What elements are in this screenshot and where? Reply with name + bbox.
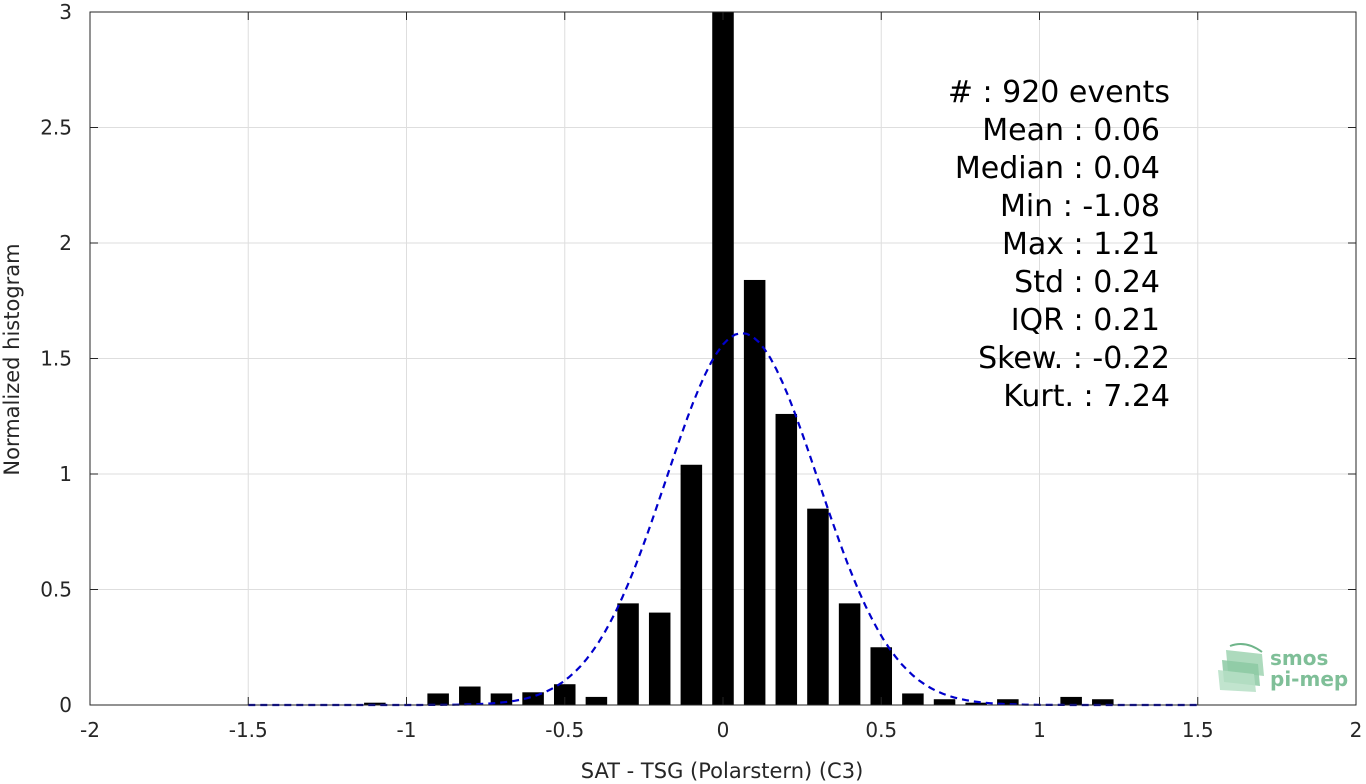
histogram-bar [775,413,798,705]
x-tick-label: -0.5 [545,718,584,742]
stats-box: # : 920 events Mean : 0.06 Median : 0.04… [948,75,1170,414]
smos-pi-mep-logo: smos pi-mep [1218,643,1348,692]
stat-min: Min : -1.08 [1000,189,1160,224]
stat-events: # : 920 events [948,75,1170,110]
histogram-bar [617,603,639,705]
stat-kurt: Kurt. : 7.24 [1003,379,1170,414]
y-tick-label: 2.5 [40,116,72,140]
histogram-bar [490,693,513,705]
stat-skew: Skew. : -0.22 [978,341,1170,376]
x-tick-label: -1 [397,718,417,742]
histogram-bar [743,279,766,705]
histogram-bar [680,464,703,705]
histogram-bar [648,612,671,705]
x-axis-label: SAT - TSG (Polarstern) (C3) [581,759,864,783]
histogram-bar [1060,696,1082,705]
y-tick-label: 3 [59,0,72,24]
histogram-bar [807,508,829,705]
stat-iqr: IQR : 0.21 [1011,303,1160,338]
y-tick-label: 0.5 [40,578,72,602]
x-tick-label: 2 [1350,718,1363,742]
y-tick-label: 0 [59,693,72,717]
axis-ticks: -2 -1.5 -1 -0.5 0 0.5 1 1.5 2 0 0.5 1 1.5 2 2.5 3 [40,0,1362,742]
x-tick-label: -2 [80,718,100,742]
histogram-bar [902,693,924,705]
logo-waves-icon [1218,643,1264,692]
histogram-bar [712,12,734,705]
logo-line-2: pi-mep [1270,667,1348,691]
y-tick-label: 1 [59,462,72,486]
histogram-bar [427,693,449,705]
histogram-bar [364,702,386,705]
histogram-bar [553,684,576,705]
y-tick-label: 2 [59,231,72,255]
x-tick-label: 0 [717,718,730,742]
x-tick-label: 1.5 [1182,718,1214,742]
logo-line-1: smos [1270,646,1328,670]
stat-max: Max : 1.21 [1002,227,1160,262]
y-tick-label: 1.5 [40,347,72,371]
histogram-bar [585,696,608,705]
histogram-bar [459,686,481,705]
stat-std: Std : 0.24 [1014,265,1160,300]
histogram-bar [965,702,987,705]
y-axis-label: Normalized histogram [0,243,24,475]
histogram-bar [997,699,1019,705]
x-tick-label: 0.5 [865,718,897,742]
histogram-bar [870,647,893,705]
x-tick-label: -1.5 [229,718,268,742]
histogram-bar [933,699,956,705]
x-tick-label: 1 [1033,718,1046,742]
histogram-bar [1092,699,1114,705]
stat-median: Median : 0.04 [955,151,1160,186]
histogram-bar [838,603,861,705]
stat-mean: Mean : 0.06 [982,113,1160,148]
histogram-bars [364,12,1114,705]
